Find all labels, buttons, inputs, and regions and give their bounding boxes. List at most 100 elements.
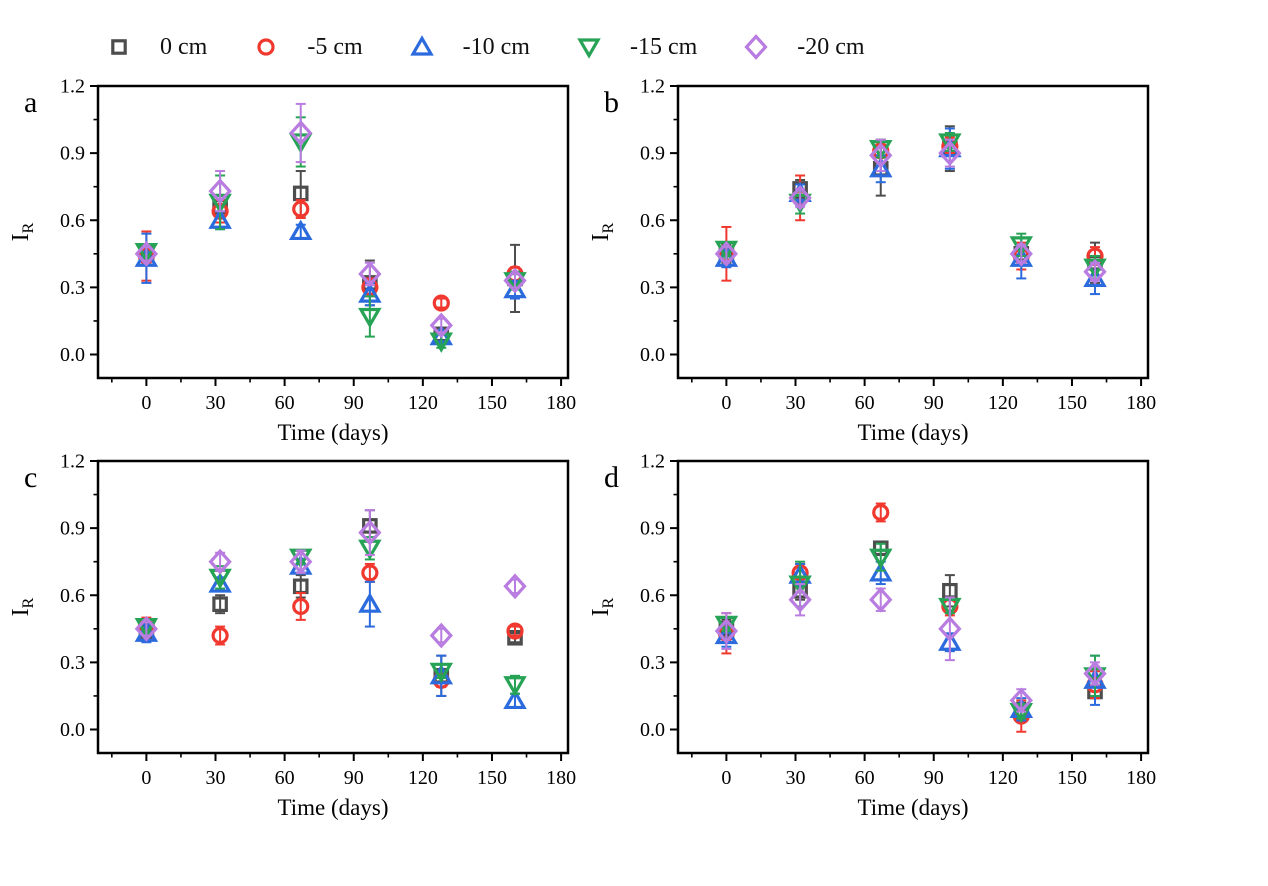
y-tick-label: 0.0	[60, 344, 85, 366]
triangle-up-legend-icon	[409, 35, 434, 56]
data-point	[211, 626, 229, 645]
square-marker-icon	[212, 596, 228, 613]
x-tick-label: 0	[141, 767, 151, 789]
data-point	[288, 219, 313, 241]
y-tick-label: 0.0	[640, 719, 665, 741]
series--10-cm	[714, 127, 1107, 296]
data-point	[289, 120, 313, 146]
legend-item-0-cm: 0 cm	[104, 32, 207, 62]
series--5-cm	[137, 562, 524, 689]
legend-item--15-cm: -15 cm	[574, 32, 697, 62]
y-tick-label: 1.2	[640, 451, 665, 473]
legend-label: -15 cm	[629, 33, 698, 60]
legend-label: -5 cm	[307, 33, 363, 60]
data-point	[358, 592, 382, 613]
y-axis: 0.0 0.3 0.6 0.9 1.2 IR	[588, 76, 678, 366]
series--5-cm	[717, 136, 1104, 282]
diamond-marker-icon	[1009, 687, 1033, 714]
x-tick-label: 90	[344, 767, 364, 789]
series--20-cm	[714, 138, 1107, 285]
diamond-marker-icon	[429, 312, 453, 339]
y-tick-label: 0.9	[60, 518, 85, 540]
circle-legend-icon	[257, 38, 275, 56]
triangle-up-marker-icon	[409, 35, 434, 56]
data-point	[788, 184, 812, 211]
x-axis: 0 30 60 90 120 150 180 Time (days)	[691, 378, 1156, 445]
square-marker-icon	[111, 39, 127, 55]
data-point	[292, 597, 310, 616]
data-point	[358, 261, 382, 287]
circle-marker-icon	[432, 294, 450, 312]
diamond-marker-icon	[134, 240, 159, 267]
series--20-cm	[714, 583, 1107, 714]
diamond-marker-icon	[429, 622, 453, 649]
data-point	[868, 548, 893, 570]
x-tick-label: 90	[924, 392, 944, 414]
plot-frame	[96, 459, 570, 755]
x-tick-label: 120	[408, 767, 438, 789]
error-bar	[364, 295, 375, 338]
y-tick-label: 0.6	[60, 585, 85, 607]
series--5-cm	[717, 502, 1104, 733]
diamond-marker-icon	[1083, 258, 1107, 285]
circle-marker-icon	[872, 503, 890, 522]
diamond-marker-icon	[208, 178, 232, 205]
data-point	[503, 267, 527, 294]
data-point	[1009, 687, 1033, 714]
data-point	[503, 676, 527, 697]
series--10-cm	[714, 560, 1107, 722]
x-tick-label: 120	[408, 392, 438, 414]
triangle-up-marker-icon	[868, 156, 893, 178]
circle-marker-icon	[506, 622, 524, 640]
data-point	[429, 662, 454, 684]
plot-frame	[676, 459, 1150, 755]
data-point	[429, 622, 453, 649]
triangle-up-marker-icon	[868, 561, 893, 582]
diamond-marker-icon	[289, 120, 313, 146]
error-bar	[944, 596, 955, 662]
data-point	[358, 519, 382, 546]
series--10-cm	[134, 554, 527, 710]
x-tick-label: 60	[855, 392, 875, 414]
error-bar	[295, 102, 306, 164]
panel-letter: d	[604, 461, 619, 494]
x-tick-label: 180	[1126, 392, 1156, 414]
y-tick-label: 0.9	[60, 143, 85, 165]
panel-d: d 0 30 60 90 120 150 180 Time (days) 0.0 0.3 0.6 0.9…	[578, 445, 1178, 825]
data-point	[503, 573, 527, 600]
circle-marker-icon	[292, 597, 310, 616]
triangle-down-marker-icon	[429, 662, 454, 684]
error-bar	[436, 297, 447, 309]
y-tick-label: 0.9	[640, 143, 665, 165]
panel-letter: c	[24, 461, 37, 494]
triangle-down-marker-icon	[503, 676, 527, 697]
x-tick-label: 150	[1057, 767, 1087, 789]
panel-a: a 0 30 60 90 120 150 180 Time (days) 0.0 0.3 0.6 0.9…	[0, 70, 598, 450]
data-point	[1083, 258, 1107, 285]
diamond-marker-icon	[714, 618, 739, 644]
error-bar	[215, 170, 226, 213]
data-point	[938, 133, 962, 154]
x-axis: 0 30 60 90 120 150 180 Time (days)	[111, 753, 576, 820]
legend-label: 0 cm	[160, 33, 208, 60]
data-point	[938, 615, 962, 642]
x-axis: 0 30 60 90 120 150 180 Time (days)	[111, 378, 576, 445]
triangle-down-legend-icon	[577, 38, 601, 59]
data-point	[714, 618, 739, 644]
data-point	[714, 240, 739, 267]
y-tick-label: 0.0	[60, 719, 85, 741]
data-point	[289, 548, 313, 575]
x-axis-label: Time (days)	[278, 420, 389, 445]
diamond-marker-icon	[788, 586, 812, 613]
legend-item--5-cm: -5 cm	[251, 32, 363, 62]
diamond-marker-icon	[869, 142, 893, 169]
plot-c: c 0 30 60 90 120 150 180 Time (days) 0.0 0.3 0.6 0.9…	[8, 451, 576, 821]
x-tick-label: 180	[1126, 767, 1156, 789]
data-point	[292, 200, 310, 218]
diamond-marker-icon	[503, 267, 527, 294]
x-tick-label: 0	[721, 392, 731, 414]
circle-marker-icon	[292, 200, 310, 218]
data-point	[868, 561, 893, 582]
y-axis-label: IR	[8, 222, 37, 241]
diamond-marker-icon	[289, 548, 313, 575]
